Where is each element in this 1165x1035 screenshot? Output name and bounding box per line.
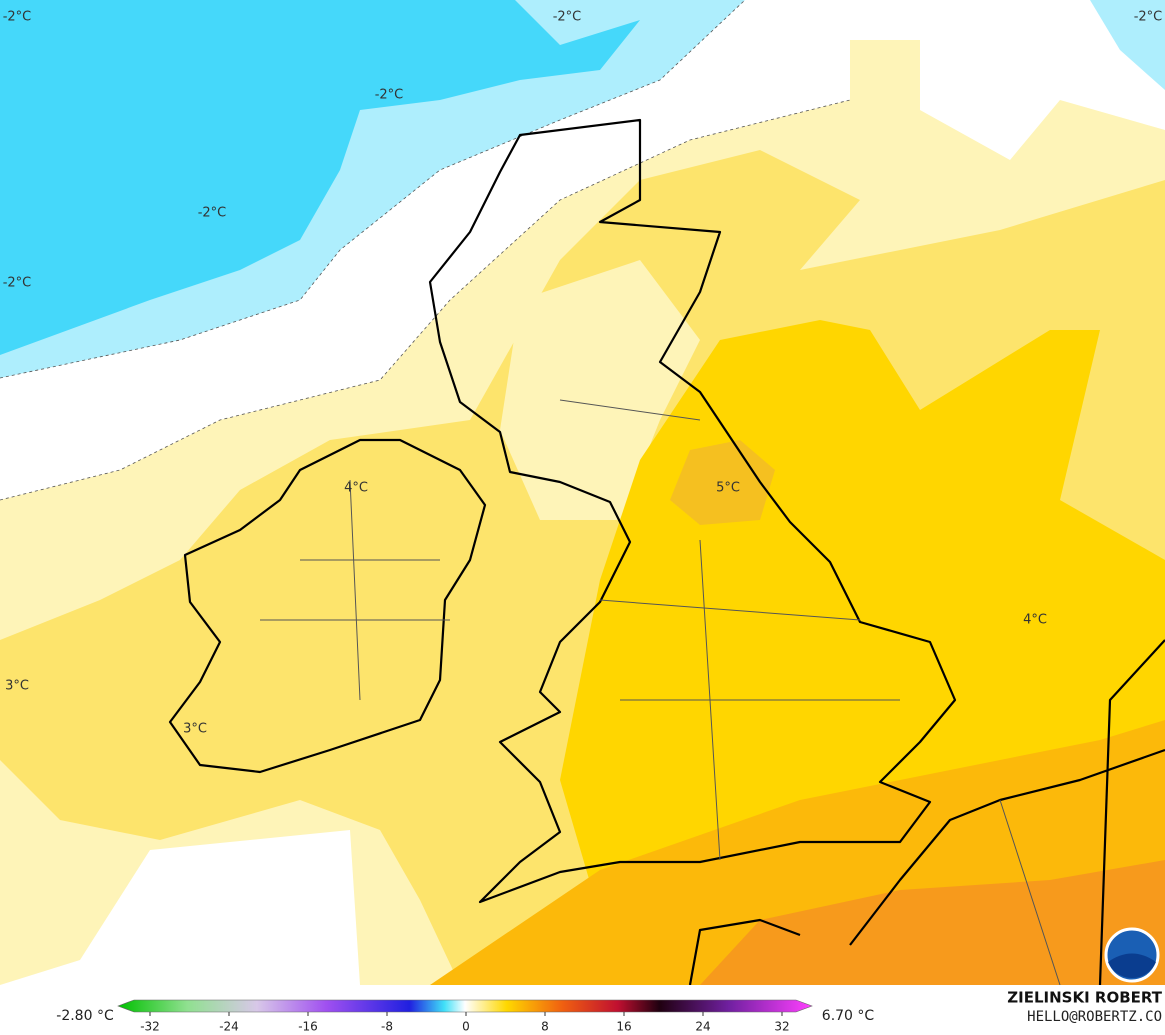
warm-zone [670, 440, 775, 525]
contour-label: -2°C [1134, 10, 1163, 25]
tick-label: 24 [695, 1020, 710, 1034]
ireland-coast [168, 438, 487, 774]
tick-label: 32 [774, 1020, 789, 1034]
britain-coast [428, 118, 957, 904]
author-name: ZIELINSKI ROBERT [1007, 989, 1162, 1007]
contour-label: -2°C [198, 206, 227, 221]
tick-label: 16 [616, 1020, 631, 1034]
warm-zone [700, 860, 1165, 985]
contour-label: 4°C [1023, 613, 1047, 628]
cold-zone [1090, 0, 1165, 90]
tick-label: 0 [462, 1020, 470, 1034]
contour-label: 5°C [716, 481, 740, 496]
contour-label: 3°C [183, 722, 207, 737]
region-borders [260, 399, 1061, 985]
contour-label: 4°C [344, 481, 368, 496]
warm-zone [500, 260, 700, 520]
tick-label: -16 [298, 1020, 318, 1034]
contour-label: 3°C [5, 679, 29, 694]
contour-label: -2°C [3, 10, 32, 25]
author-email: HELLO@ROBERTZ.CO [1027, 1009, 1162, 1025]
contour-label: -2°C [553, 10, 582, 25]
colorbar-ticks: -32 -24 -16 -8 0 8 16 24 32 [140, 1012, 790, 1034]
contour-label: -2°C [3, 276, 32, 291]
contour [0, 0, 851, 501]
colorbar [117, 999, 813, 1013]
noaa-logo-wave [1108, 953, 1156, 978]
contour-label: -2°C [375, 88, 404, 103]
tick-label: -24 [219, 1020, 239, 1034]
continent-coast [688, 639, 1165, 985]
tick-label: 8 [541, 1020, 549, 1034]
min-label: -2.80 °C [56, 1008, 114, 1024]
tick-label: -8 [381, 1020, 393, 1034]
tick-label: -32 [140, 1020, 160, 1034]
max-label: 6.70 °C [822, 1008, 875, 1024]
cold-zone [0, 0, 640, 355]
map: -2°C -2°C -2°C -2°C -2°C -2°C 4°C 5°C 4°… [0, 0, 1165, 985]
